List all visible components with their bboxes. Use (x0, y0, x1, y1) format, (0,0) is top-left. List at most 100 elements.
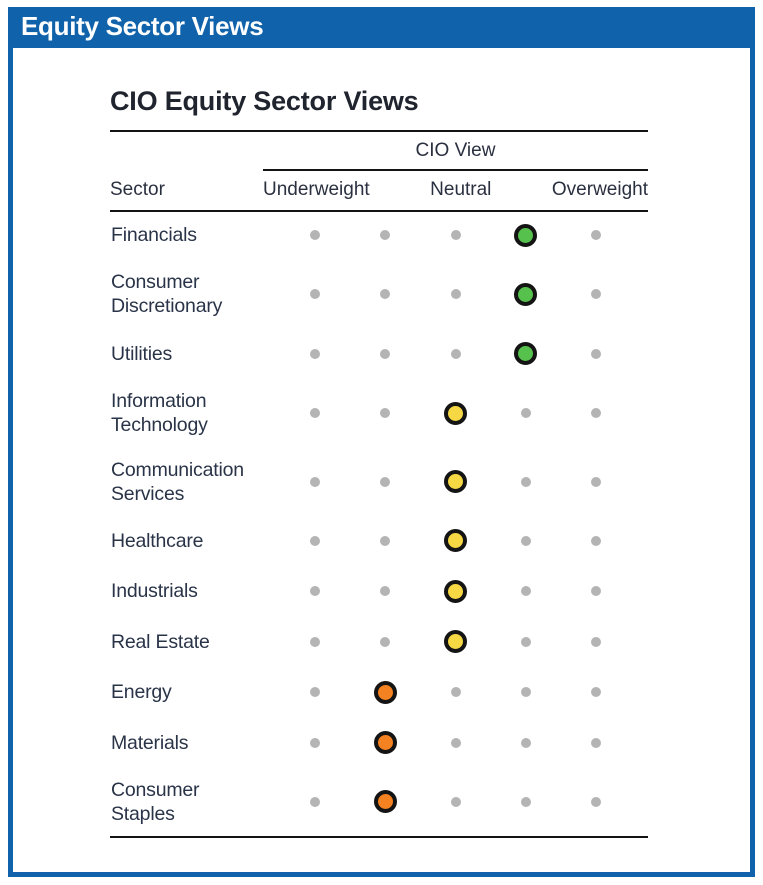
table-row: Information Technology (110, 383, 648, 443)
dot-cell (350, 283, 420, 306)
dot-cell (280, 342, 350, 365)
inactive-dot (310, 737, 321, 748)
inactive-dot (380, 476, 391, 487)
sector-label: Communication Services (111, 458, 244, 505)
sector-column-header: Sector (110, 179, 165, 200)
dot-cell (491, 223, 561, 247)
dot-cell (350, 580, 420, 603)
dot-cell (491, 630, 561, 653)
inactive-dot (380, 586, 391, 597)
dot-cell (350, 790, 420, 814)
view-scale (263, 282, 648, 306)
view-scale (263, 470, 648, 494)
dot-cell (280, 402, 350, 425)
sector-label: Energy (111, 681, 172, 704)
dot-cell (350, 529, 420, 552)
dot-cell (350, 224, 420, 247)
dot-cell (350, 342, 420, 365)
dot-cell (350, 630, 420, 653)
inactive-dot (520, 408, 531, 419)
inactive-dot (520, 796, 531, 807)
view-scale (263, 342, 648, 366)
inactive-dot (310, 586, 321, 597)
active-view-dot-yellow (444, 401, 467, 425)
active-view-dot-orange (373, 680, 397, 704)
dot-cell (561, 402, 631, 425)
sector-label: Financials (111, 224, 197, 246)
inactive-dot (310, 687, 321, 698)
dot-cell (420, 731, 490, 754)
dot-cell (561, 731, 631, 754)
inactive-dot (380, 289, 391, 300)
dot-cell (561, 283, 631, 306)
inactive-dot (520, 476, 531, 487)
inactive-dot (380, 230, 391, 240)
dot-cell (280, 731, 350, 754)
dot-cell (280, 283, 350, 306)
active-view-dot-green (514, 223, 538, 247)
sector-label: Utilities (111, 342, 173, 365)
dot-cell (561, 580, 631, 603)
view-scale (263, 731, 648, 755)
group-header-row: CIO View (110, 132, 648, 171)
inactive-dot (520, 636, 531, 647)
dot-cell (420, 224, 490, 247)
view-scale (263, 680, 648, 704)
inactive-dot (520, 687, 531, 698)
cio-equity-sector-views-table: CIO Equity Sector Views CIO View Sector … (110, 86, 648, 838)
view-scale (263, 529, 648, 553)
table-row: Healthcare (110, 520, 648, 562)
inactive-dot (590, 289, 601, 300)
dot-cell (491, 731, 561, 754)
inactive-dot (310, 636, 321, 647)
inactive-dot (590, 586, 601, 597)
inactive-dot (450, 348, 461, 359)
inactive-dot (520, 737, 531, 748)
table-row: Communication Services (110, 452, 648, 512)
dot-cell (350, 470, 420, 493)
dot-cell (420, 681, 490, 704)
group-header-label: CIO View (263, 132, 648, 171)
dot-cell (350, 402, 420, 425)
dot-cell (280, 224, 350, 247)
inactive-dot (310, 289, 321, 300)
section-title: Equity Sector Views (21, 11, 264, 41)
sector-rows: Financials Consumer Discretionary Utilitie… (110, 212, 648, 838)
dot-cell (420, 790, 490, 813)
active-view-dot-yellow (444, 529, 467, 553)
active-view-dot-yellow (444, 630, 467, 654)
inactive-dot (450, 796, 461, 807)
active-view-dot-orange (373, 790, 397, 814)
dot-cell (420, 342, 490, 365)
dot-cell (491, 790, 561, 813)
column-header-underweight: Underweight (263, 179, 370, 200)
inactive-dot (310, 408, 321, 419)
inactive-dot (450, 737, 461, 748)
dot-cell (561, 470, 631, 493)
inactive-dot (590, 348, 601, 359)
dot-cell (420, 401, 490, 425)
inactive-dot (310, 230, 321, 240)
inactive-dot (450, 289, 461, 300)
table-row: Materials (110, 722, 648, 764)
column-header-row: Sector Underweight Neutral Overweight (110, 171, 648, 212)
view-scale (263, 223, 648, 247)
dot-cell (280, 529, 350, 552)
sector-label: Consumer Staples (111, 778, 200, 825)
sector-label: Real Estate (111, 630, 210, 653)
inactive-dot (310, 476, 321, 487)
inactive-dot (590, 636, 601, 647)
table-row: Consumer Staples (110, 772, 648, 832)
view-scale (263, 630, 648, 654)
dot-cell (491, 402, 561, 425)
inactive-dot (520, 586, 531, 597)
dot-cell (561, 529, 631, 552)
inactive-dot (590, 230, 601, 240)
dot-cell (491, 282, 561, 306)
view-column-headers: Underweight Neutral Overweight (263, 179, 648, 201)
inactive-dot (310, 796, 321, 807)
sector-label: Healthcare (111, 529, 204, 552)
inactive-dot (450, 230, 461, 240)
view-scale (263, 579, 648, 603)
inactive-dot (380, 535, 391, 546)
